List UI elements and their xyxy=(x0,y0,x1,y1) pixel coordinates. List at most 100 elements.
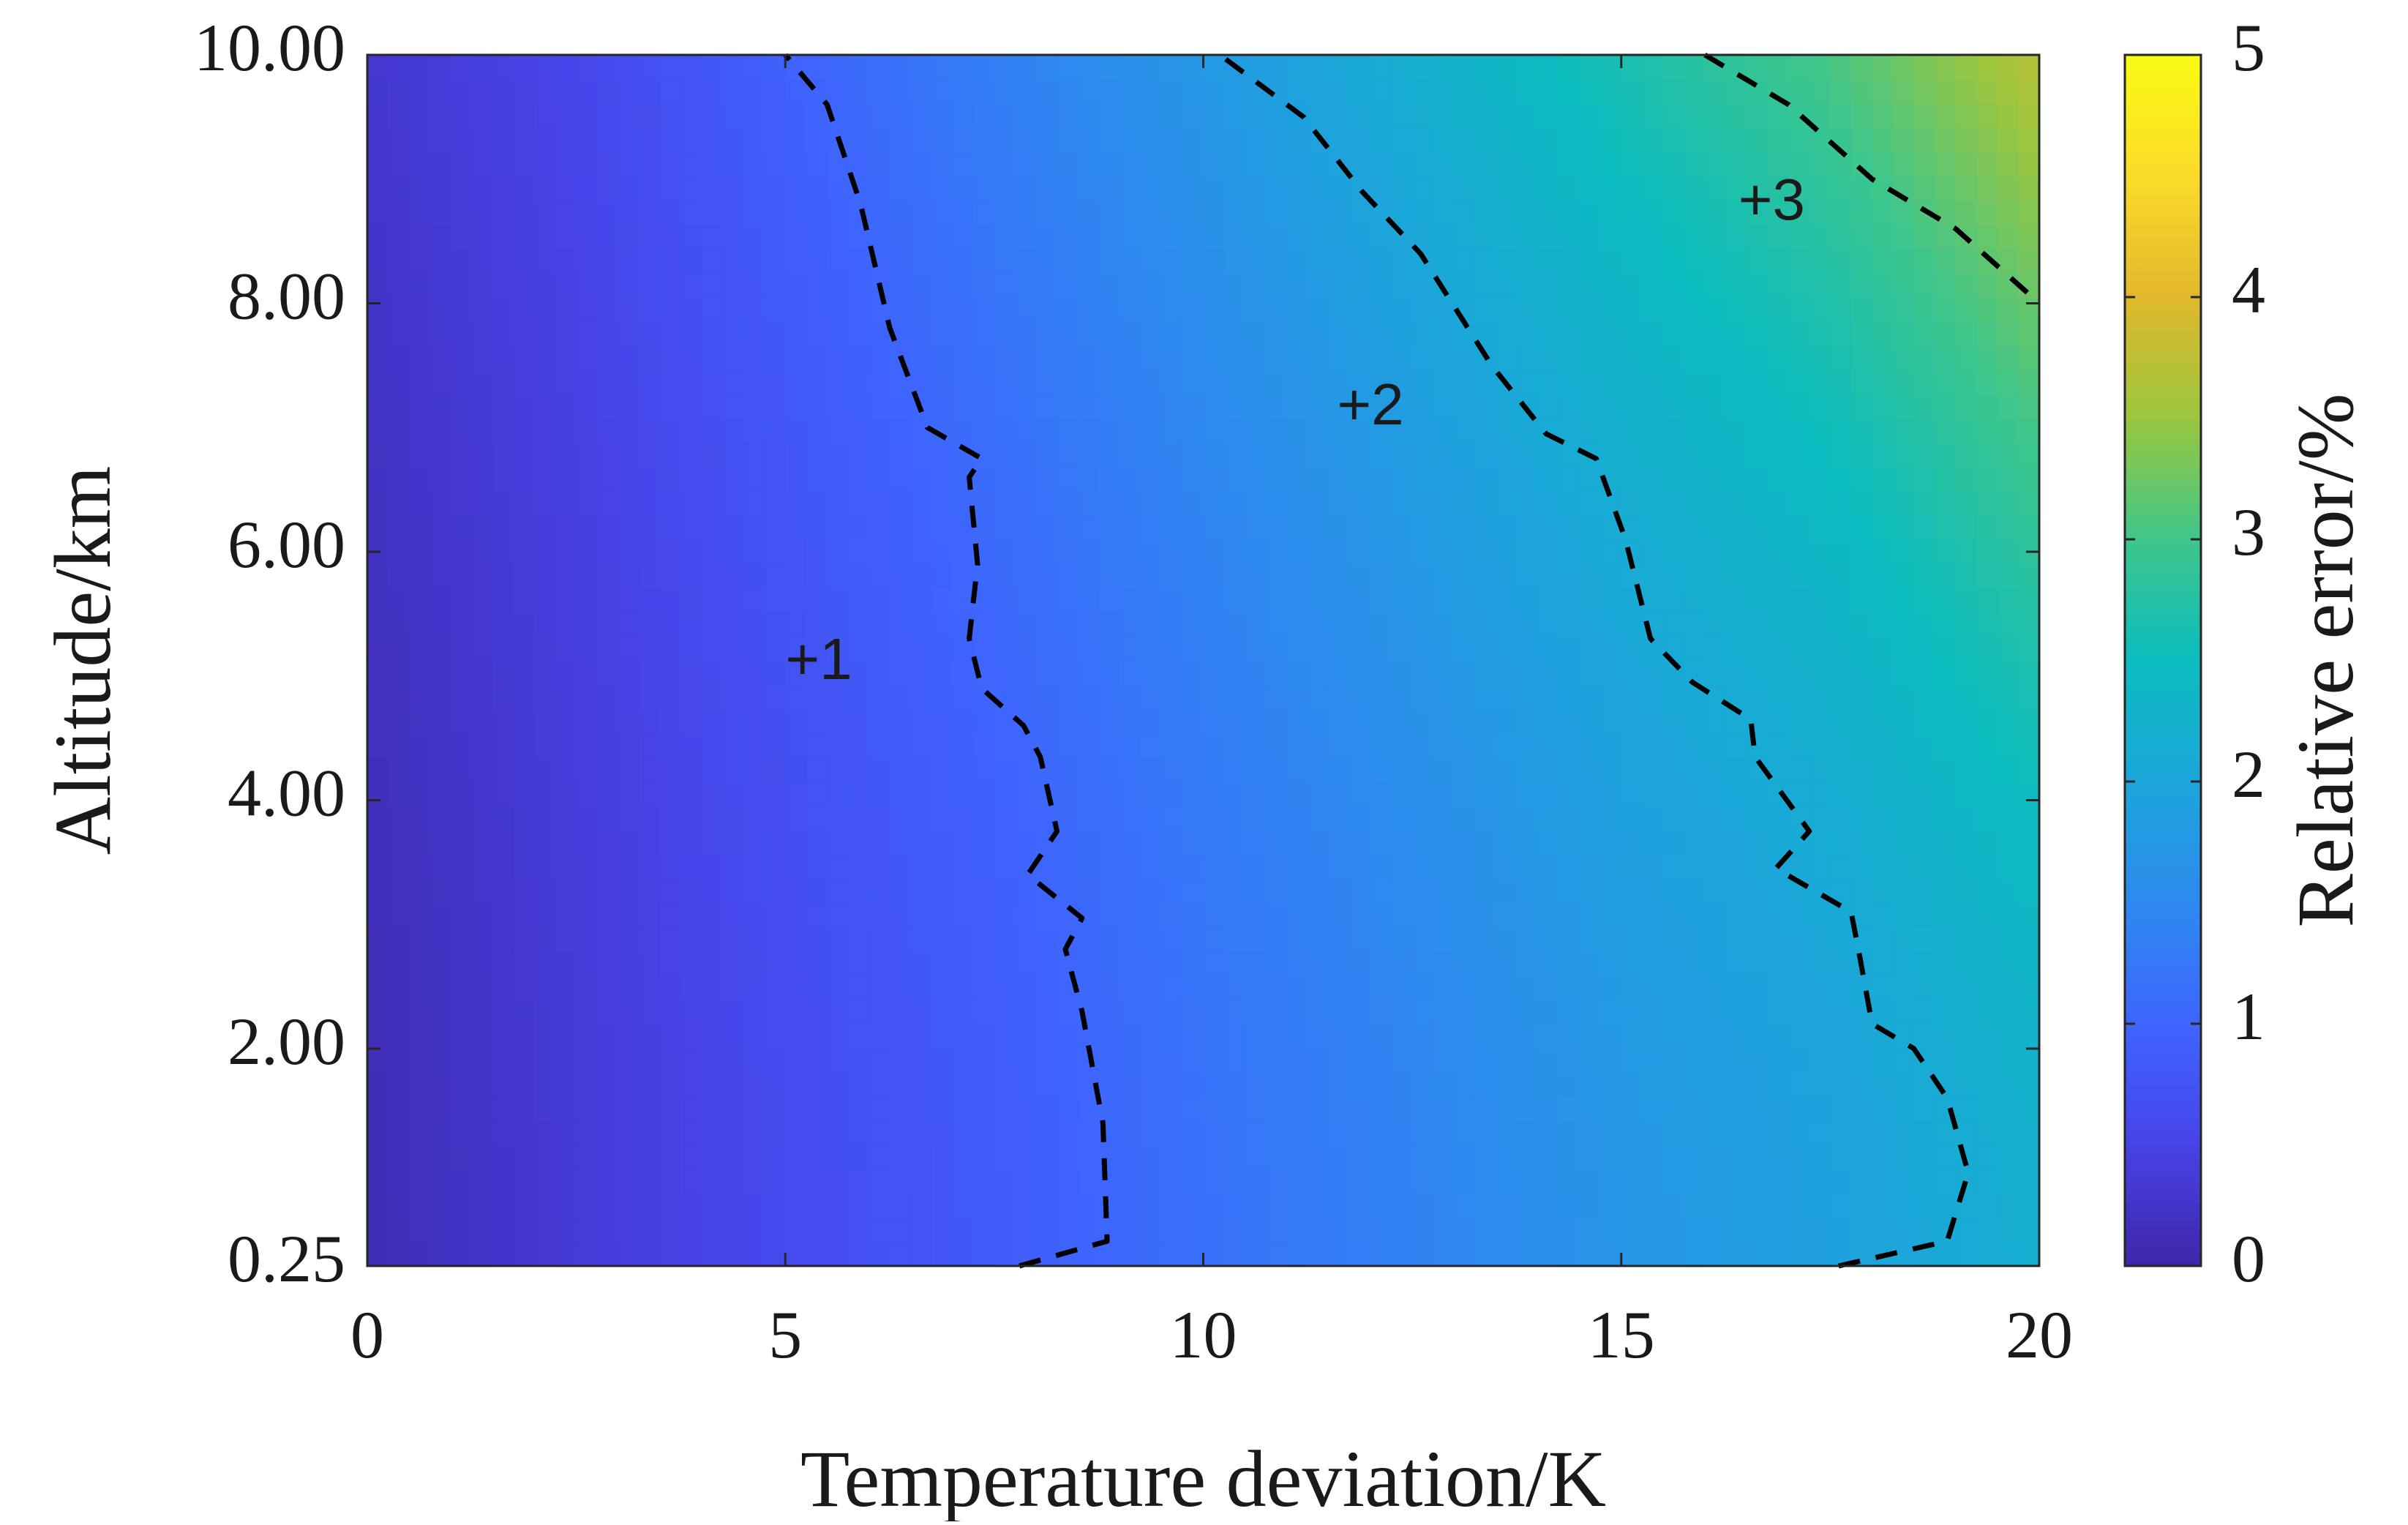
heatmap-cell xyxy=(1893,732,1915,758)
heatmap-cell xyxy=(1119,418,1141,443)
heatmap-cell xyxy=(847,1096,870,1122)
heatmap-cell xyxy=(1182,1072,1204,1098)
heatmap-cell xyxy=(1057,394,1079,419)
heatmap-cell xyxy=(847,55,870,80)
heatmap-cell xyxy=(764,370,787,395)
heatmap-cell xyxy=(680,103,702,129)
heatmap-cell xyxy=(1015,248,1037,274)
heatmap-cell xyxy=(1559,55,1580,80)
heatmap-cell xyxy=(1161,79,1183,104)
heatmap-cell xyxy=(1161,999,1183,1024)
heatmap-cell xyxy=(1747,370,1769,395)
heatmap-cell xyxy=(1725,200,1747,225)
heatmap-cell xyxy=(994,806,1016,831)
heatmap-cell xyxy=(1182,612,1204,637)
heatmap-cell xyxy=(2018,1120,2040,1146)
heatmap-cell xyxy=(492,612,514,637)
heatmap-cell xyxy=(1454,539,1476,564)
heatmap-cell xyxy=(409,830,431,855)
heatmap-cell xyxy=(680,588,702,613)
heatmap-cell xyxy=(2018,1217,2040,1243)
heatmap-cell xyxy=(1161,321,1183,346)
heatmap-cell xyxy=(534,370,556,395)
heatmap-cell xyxy=(1286,732,1309,758)
heatmap-cell xyxy=(994,782,1016,806)
heatmap-cell xyxy=(1140,490,1163,516)
heatmap-cell xyxy=(513,1072,536,1098)
heatmap-cell xyxy=(555,975,577,1000)
heatmap-cell xyxy=(994,79,1016,104)
heatmap-cell xyxy=(952,394,975,419)
heatmap-cell xyxy=(1161,1096,1183,1122)
heatmap-cell xyxy=(869,1169,890,1194)
heatmap-cell xyxy=(785,1144,807,1170)
heatmap-cell xyxy=(869,588,890,613)
heatmap-cell xyxy=(1537,1096,1559,1122)
heatmap-cell xyxy=(931,1169,953,1194)
heatmap-cell xyxy=(1328,806,1351,831)
heatmap-cell xyxy=(1830,999,1852,1024)
heatmap-cell xyxy=(639,1096,661,1122)
heatmap-cell xyxy=(1349,200,1371,225)
heatmap-cell xyxy=(1705,1241,1727,1267)
heatmap-cell xyxy=(1976,103,1998,129)
heatmap-cell xyxy=(1224,1193,1246,1218)
heatmap-cell xyxy=(1559,636,1580,662)
heatmap-cell xyxy=(1788,975,1810,1000)
heatmap-cell xyxy=(764,103,787,129)
heatmap-cell xyxy=(890,272,912,298)
heatmap-cell xyxy=(1955,708,1978,734)
heatmap-cell xyxy=(388,345,410,371)
heatmap-cell xyxy=(1516,612,1539,637)
heatmap-cell xyxy=(1078,830,1100,855)
heatmap-cell xyxy=(1788,1048,1810,1073)
heatmap-cell xyxy=(409,1193,431,1218)
heatmap-cell xyxy=(555,176,577,201)
heatmap-cell xyxy=(639,539,661,564)
heatmap-cell xyxy=(555,514,577,540)
heatmap-cell xyxy=(1119,806,1141,831)
heatmap-cell xyxy=(806,684,828,710)
heatmap-cell xyxy=(1391,1193,1413,1218)
heatmap-cell xyxy=(639,55,661,80)
heatmap-cell xyxy=(1579,1241,1601,1267)
heatmap-cell xyxy=(890,490,912,516)
heatmap-cell xyxy=(931,490,953,516)
heatmap-cell xyxy=(680,1072,702,1098)
heatmap-cell xyxy=(1224,200,1246,225)
heatmap-cell xyxy=(1893,1072,1915,1098)
heatmap-cell xyxy=(1140,1241,1163,1267)
heatmap-cell xyxy=(1830,1024,1852,1049)
heatmap-cell xyxy=(534,466,556,492)
heatmap-cell xyxy=(1266,975,1288,1000)
heatmap-cell xyxy=(1579,297,1601,322)
heatmap-cell xyxy=(806,782,828,806)
heatmap-cell xyxy=(847,806,870,831)
heatmap-cell xyxy=(367,684,389,710)
heatmap-cell xyxy=(1893,926,1915,952)
heatmap-cell xyxy=(1935,854,1957,880)
heatmap-cell xyxy=(1893,1217,1915,1243)
heatmap-cell xyxy=(1537,1241,1559,1267)
heatmap-cell xyxy=(430,636,452,662)
heatmap-cell xyxy=(451,539,473,564)
heatmap-cell xyxy=(1747,999,1769,1024)
heatmap-cell xyxy=(659,1120,682,1146)
heatmap-cell xyxy=(952,830,975,855)
heatmap-cell xyxy=(1788,1169,1810,1194)
heatmap-cell xyxy=(597,1193,619,1218)
heatmap-cell xyxy=(847,902,870,928)
heatmap-cell xyxy=(1078,878,1100,904)
heatmap-cell xyxy=(534,684,556,710)
heatmap-cell xyxy=(1537,103,1559,129)
heatmap-cell xyxy=(576,466,598,492)
heatmap-cell xyxy=(743,975,765,1000)
heatmap-cell xyxy=(471,466,494,492)
heatmap-cell xyxy=(1140,297,1163,322)
heatmap-cell xyxy=(1850,1072,1873,1098)
heatmap-cell xyxy=(1140,636,1163,662)
heatmap-cell xyxy=(702,1096,724,1122)
heatmap-cell xyxy=(576,1096,598,1122)
heatmap-cell xyxy=(1705,248,1727,274)
